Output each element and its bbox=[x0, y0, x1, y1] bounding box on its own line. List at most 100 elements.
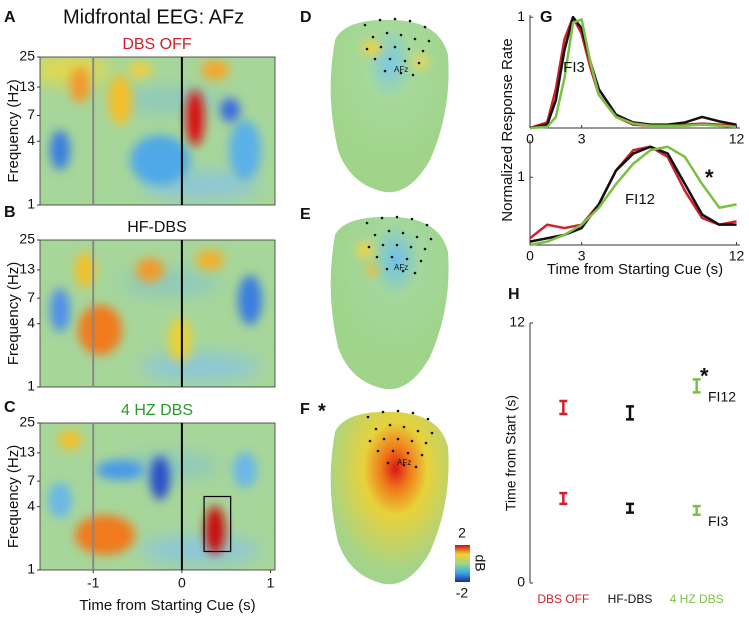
electrode-dot bbox=[380, 216, 384, 220]
electrode-dot bbox=[366, 415, 370, 419]
electrode-dot bbox=[371, 35, 375, 39]
electrode-dot bbox=[363, 23, 367, 27]
electrode-dot bbox=[403, 59, 407, 63]
electrode-dot bbox=[415, 235, 419, 239]
y-tick-label: 4 bbox=[27, 497, 35, 513]
electrode-dot bbox=[402, 463, 406, 467]
electrode-dot bbox=[393, 17, 397, 21]
significance-star: * bbox=[705, 165, 714, 190]
x-axis-label: Time from Starting Cue (s) bbox=[79, 597, 255, 614]
curve-label: FI3 bbox=[563, 59, 585, 76]
y-axis-label: Time from Start (s) bbox=[503, 395, 519, 511]
electrode-dot bbox=[368, 439, 372, 443]
electrode-dot bbox=[385, 31, 389, 35]
electrode-label: AFz bbox=[394, 65, 408, 74]
y-tick-label: 4 bbox=[27, 132, 35, 148]
panel-title: HF-DBS bbox=[127, 219, 187, 236]
electrode-dot bbox=[391, 449, 395, 453]
head-topography bbox=[330, 411, 449, 585]
electrode-dot bbox=[367, 245, 371, 249]
y-axis-label: Frequency (Hz) bbox=[5, 79, 22, 182]
colorbar-tick: 2 bbox=[458, 525, 466, 541]
heatmap-blob bbox=[233, 452, 257, 488]
heatmap-blob bbox=[70, 67, 90, 103]
head-topography bbox=[330, 19, 449, 193]
y-axis-label: Normalized Response Rate bbox=[499, 38, 516, 221]
x-tick-label: 12 bbox=[729, 131, 745, 147]
electrode-dot bbox=[420, 453, 424, 457]
heatmap-blob bbox=[201, 60, 229, 80]
heatmap-blob bbox=[150, 456, 170, 500]
colorbar bbox=[455, 545, 470, 582]
heatmap-blob bbox=[136, 258, 164, 282]
y-tick-label: 25 bbox=[19, 231, 35, 247]
electrode-dot bbox=[376, 449, 380, 453]
curve-label: FI12 bbox=[625, 191, 655, 208]
electrode-dot bbox=[399, 33, 403, 37]
y-tick-label: 1 bbox=[517, 8, 525, 24]
heatmap-blob bbox=[108, 75, 132, 125]
electrode-dot bbox=[388, 423, 392, 427]
x-tick-label: 3 bbox=[578, 131, 586, 147]
electrode-dot bbox=[402, 425, 406, 429]
electrode-dot bbox=[396, 409, 400, 413]
y-tick-label: 13 bbox=[19, 261, 35, 277]
electrode-dot bbox=[386, 461, 390, 465]
y-tick-label: 1 bbox=[517, 168, 525, 184]
electrode-dot bbox=[414, 465, 418, 469]
heatmap-blob bbox=[220, 98, 240, 122]
heatmap-blob bbox=[48, 482, 72, 518]
electrode-dot bbox=[423, 25, 427, 29]
heatmap bbox=[40, 240, 275, 387]
heatmap-blob bbox=[75, 252, 95, 288]
heatmap-blob bbox=[96, 460, 144, 480]
x-tick-label: 3 bbox=[578, 248, 586, 264]
x-tick-label: 12 bbox=[729, 248, 745, 264]
y-tick-label: 7 bbox=[27, 289, 35, 305]
x-tick-label: -1 bbox=[87, 575, 100, 591]
x-tick-label: HF-DBS bbox=[608, 592, 653, 606]
heatmap-blob bbox=[78, 305, 122, 355]
electrode-dot bbox=[365, 221, 369, 225]
heatmap bbox=[40, 57, 275, 205]
electrode-dot bbox=[409, 245, 413, 249]
panel-label: H bbox=[508, 286, 520, 303]
error-bar bbox=[626, 502, 634, 514]
x-tick-label: DBS OFF bbox=[537, 592, 589, 606]
y-tick-label: 1 bbox=[27, 561, 35, 577]
electrode-dot bbox=[395, 243, 399, 247]
electrode-dot bbox=[395, 215, 399, 219]
electrode-dot bbox=[410, 439, 414, 443]
heatmap-blob bbox=[238, 275, 262, 325]
electrode-dot bbox=[399, 71, 403, 75]
electrode-dot bbox=[424, 441, 428, 445]
electrode-label: AFz bbox=[397, 458, 411, 467]
x-tick-label: 4 HZ DBS bbox=[670, 592, 724, 606]
line-series bbox=[529, 145, 737, 247]
electrode-dots bbox=[363, 17, 434, 469]
electrode-dot bbox=[408, 19, 412, 23]
heatmap-blob bbox=[205, 506, 225, 554]
colorbar-tick: -2 bbox=[456, 585, 469, 601]
electrode-dot bbox=[423, 247, 427, 251]
heatmap bbox=[40, 423, 275, 570]
heatmap-blob bbox=[128, 62, 152, 78]
y-axis-label: Frequency (Hz) bbox=[5, 262, 22, 365]
y-tick-label: 13 bbox=[19, 444, 35, 460]
electrode-dot bbox=[401, 269, 405, 273]
figure-title: Midfrontal EEG: AFz bbox=[63, 6, 244, 28]
electrode-dot bbox=[381, 243, 385, 247]
heatmap-blob bbox=[75, 515, 135, 555]
panel-label: D bbox=[300, 9, 312, 26]
panel-title: 4 HZ DBS bbox=[121, 402, 193, 419]
y-tick-label: 25 bbox=[19, 48, 35, 64]
error-bar bbox=[626, 405, 634, 421]
error-bar bbox=[559, 491, 568, 506]
heatmap-blob bbox=[120, 454, 220, 478]
y-axis-label: Frequency (Hz) bbox=[5, 445, 22, 548]
electrode-dot bbox=[385, 267, 389, 271]
electrode-dot bbox=[407, 47, 411, 51]
electrode-dot bbox=[401, 231, 405, 235]
panel-label: C bbox=[4, 399, 16, 416]
electrode-dot bbox=[375, 255, 379, 259]
